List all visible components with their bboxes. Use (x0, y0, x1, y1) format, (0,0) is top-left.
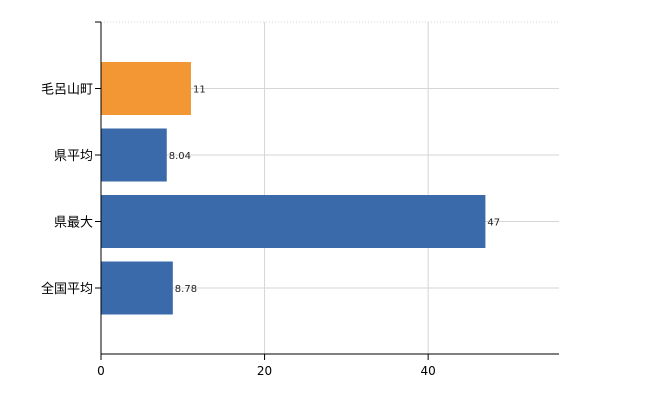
bar-3 (101, 261, 173, 315)
y-tick-label-1: 県平均 (54, 149, 93, 164)
y-tick-label-2: 県最大 (54, 216, 93, 231)
x-tick-label-0: 0 (97, 364, 105, 378)
y-tick-label-3: 全国平均 (41, 281, 93, 297)
value-label-0: 11 (193, 85, 206, 96)
value-label-1: 8.04 (169, 151, 191, 162)
value-label-3: 8.78 (175, 284, 197, 295)
bar-0 (101, 62, 191, 115)
x-tick-label-40: 40 (421, 364, 436, 378)
bar-1 (101, 128, 167, 182)
y-tick-label-0: 毛呂山町 (41, 83, 93, 98)
bars-layer (101, 62, 486, 315)
bar-2 (101, 195, 486, 248)
axis-layer (95, 21, 559, 360)
x-tick-label-20: 20 (257, 364, 272, 378)
value-label-2: 47 (487, 218, 500, 229)
